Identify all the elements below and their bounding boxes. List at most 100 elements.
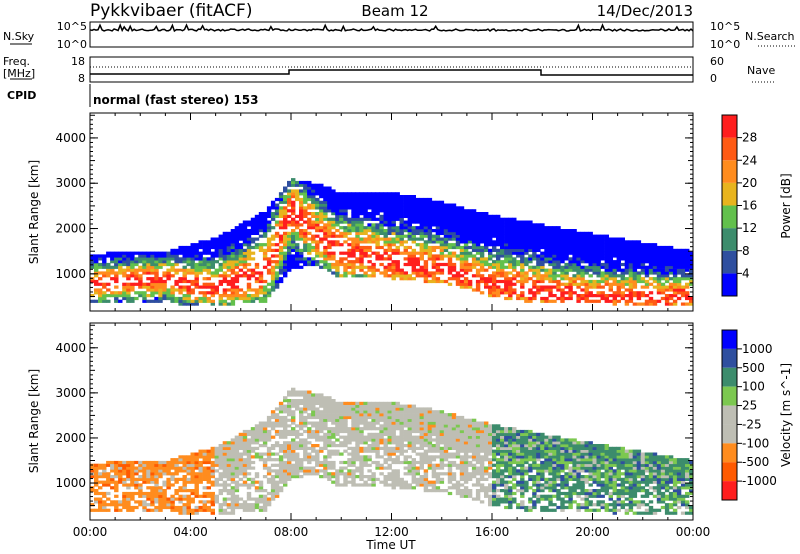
velocity-cell bbox=[278, 480, 284, 484]
power-cell bbox=[471, 240, 477, 244]
power-cell bbox=[588, 245, 593, 250]
power-cell bbox=[226, 288, 232, 292]
power-cell bbox=[556, 245, 561, 250]
velocity-cell bbox=[246, 497, 252, 501]
power-cell bbox=[443, 262, 449, 267]
power-cell bbox=[568, 291, 573, 295]
power-cell bbox=[568, 285, 573, 289]
velocity-cell bbox=[435, 455, 441, 459]
velocity-cell bbox=[222, 441, 228, 445]
power-cell bbox=[158, 288, 163, 292]
velocity-cell bbox=[262, 508, 268, 512]
velocity-cell bbox=[447, 413, 453, 417]
velocity-cell bbox=[395, 407, 400, 411]
power-cell bbox=[331, 243, 336, 247]
velocity-cell bbox=[303, 441, 308, 445]
power-cell bbox=[142, 254, 147, 258]
power-cell bbox=[262, 217, 268, 221]
velocity-cell bbox=[146, 460, 151, 465]
velocity-cell bbox=[291, 404, 296, 408]
power-cell bbox=[443, 203, 449, 207]
velocity-cell bbox=[319, 410, 324, 414]
power-cell bbox=[616, 291, 621, 295]
power-cell bbox=[355, 192, 360, 196]
power-cell bbox=[644, 299, 650, 303]
power-cell bbox=[532, 237, 537, 241]
power-cell bbox=[146, 282, 151, 286]
velocity-cell bbox=[407, 441, 412, 445]
velocity-cell bbox=[355, 429, 360, 434]
velocity-cell bbox=[130, 477, 135, 481]
power-cell bbox=[540, 265, 545, 269]
power-cell bbox=[552, 265, 557, 269]
power-cell bbox=[463, 229, 469, 233]
velocity-cell bbox=[359, 401, 364, 405]
velocity-cell bbox=[186, 477, 191, 481]
velocity-cell bbox=[403, 449, 408, 453]
velocity-cell bbox=[134, 505, 139, 510]
velocity-cell bbox=[118, 460, 123, 465]
power-cell bbox=[138, 282, 143, 286]
velocity-cell bbox=[451, 483, 457, 487]
power-cell bbox=[552, 237, 557, 241]
velocity-cell bbox=[291, 415, 296, 420]
power-cell bbox=[415, 217, 420, 221]
velocity-cell bbox=[94, 497, 99, 501]
power-cell bbox=[600, 237, 605, 241]
power-cell bbox=[198, 285, 203, 289]
power-cell bbox=[287, 197, 292, 202]
velocity-cell bbox=[270, 486, 276, 490]
velocity-cell bbox=[435, 466, 441, 470]
velocity-cell bbox=[166, 460, 171, 465]
power-cell bbox=[311, 189, 316, 193]
power-cell bbox=[411, 237, 416, 241]
velocity-cell bbox=[343, 438, 348, 442]
velocity-cell bbox=[427, 413, 433, 417]
power-cell bbox=[363, 192, 368, 196]
power-cell bbox=[391, 220, 396, 224]
power-cell bbox=[532, 234, 537, 238]
power-cell bbox=[588, 248, 593, 252]
power-cell bbox=[359, 260, 364, 264]
power-cell bbox=[512, 245, 517, 250]
velocity-cell bbox=[383, 424, 388, 428]
power-cell bbox=[287, 248, 292, 252]
velocity-cell bbox=[138, 463, 143, 467]
power-cell bbox=[435, 271, 441, 275]
velocity-cell bbox=[323, 458, 328, 462]
velocity-cell bbox=[299, 469, 304, 473]
velocity-cell bbox=[202, 494, 207, 498]
power-cell bbox=[576, 296, 581, 301]
power-cell bbox=[283, 220, 288, 224]
velocity-cell bbox=[198, 480, 203, 484]
velocity-cell bbox=[327, 432, 332, 436]
power-cell bbox=[680, 302, 686, 306]
velocity-cell bbox=[266, 469, 272, 473]
velocity-cell bbox=[170, 477, 175, 481]
power-cell bbox=[395, 197, 400, 202]
power-cell bbox=[383, 271, 388, 275]
velocity-cell bbox=[210, 452, 215, 456]
power-cell bbox=[419, 251, 424, 255]
power-cell bbox=[500, 220, 505, 224]
power-cell bbox=[359, 192, 364, 196]
power-cell bbox=[552, 229, 557, 233]
power-cell bbox=[218, 274, 223, 278]
power-cell bbox=[206, 299, 211, 303]
power-cell bbox=[299, 180, 304, 185]
velocity-cell bbox=[106, 503, 111, 507]
velocity-cell bbox=[379, 410, 384, 414]
velocity-cell bbox=[403, 480, 408, 484]
power-cell bbox=[395, 274, 400, 278]
power-cell bbox=[689, 257, 694, 261]
power-ylabel: Slant Range [km] bbox=[27, 160, 41, 264]
power-cell bbox=[311, 206, 316, 210]
power-cell bbox=[439, 206, 445, 210]
velocity-cell bbox=[170, 483, 175, 487]
power-cell bbox=[154, 277, 159, 281]
velocity-cell bbox=[387, 435, 392, 439]
power-cell bbox=[262, 265, 268, 269]
power-cell bbox=[371, 214, 376, 218]
power-cell bbox=[588, 234, 593, 238]
power-cell bbox=[367, 206, 372, 210]
